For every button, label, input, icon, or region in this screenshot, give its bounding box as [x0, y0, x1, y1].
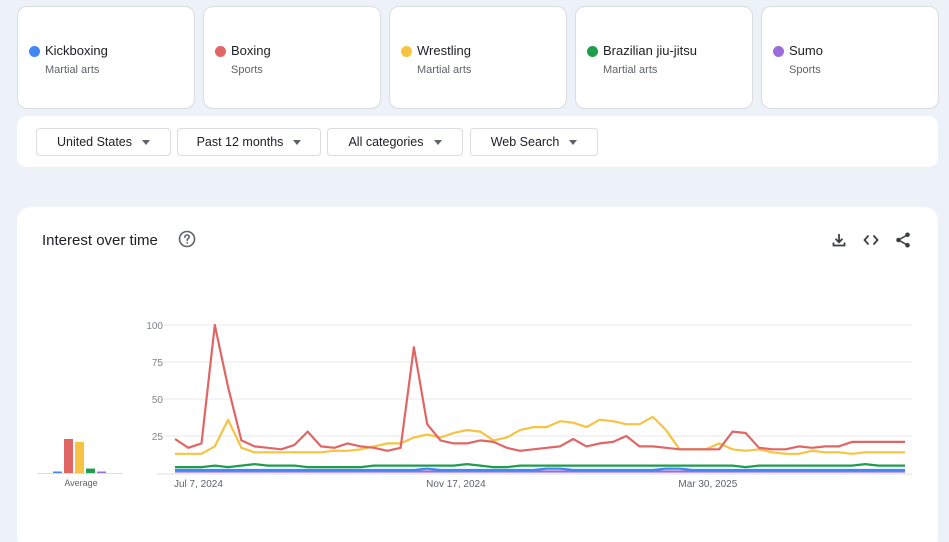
term-category: Martial arts	[603, 64, 658, 76]
term-category: Martial arts	[417, 64, 472, 76]
category-label: All categories	[348, 135, 424, 149]
term-card-kickboxing[interactable]: Kickboxing Martial arts	[17, 6, 195, 109]
x-tick-label: Nov 17, 2024	[426, 479, 486, 490]
help-circle-icon[interactable]	[178, 230, 196, 248]
filter-bar: United States Past 12 months All categor…	[17, 116, 938, 167]
series-line-kickboxing	[175, 467, 905, 472]
term-category: Martial arts	[45, 64, 100, 76]
y-tick-label: 100	[146, 321, 163, 332]
term-color-dot	[215, 46, 226, 57]
period-label: Past 12 months	[196, 135, 284, 149]
interest-chart[interactable]: 25 50 75 100 Jul 7, 2024 Nov 17, 2024 Mar 30, …	[17, 207, 938, 542]
caret-down-icon	[569, 139, 578, 145]
term-name: Kickboxing	[45, 43, 108, 58]
region-label: United States	[56, 135, 133, 149]
caret-down-icon	[293, 139, 302, 145]
term-card-sumo[interactable]: Sumo Sports	[761, 6, 939, 109]
caret-down-icon	[142, 139, 151, 145]
term-name: Wrestling	[417, 43, 471, 58]
average-bar	[75, 441, 84, 473]
x-tick-label: Mar 30, 2025	[678, 479, 737, 490]
y-tick-label: 25	[152, 432, 164, 443]
share-icon[interactable]	[894, 231, 912, 249]
category-dropdown[interactable]: All categories	[327, 128, 463, 156]
term-color-dot	[29, 46, 40, 57]
download-icon[interactable]	[830, 231, 848, 249]
caret-down-icon	[433, 139, 442, 145]
average-bar	[97, 471, 106, 473]
average-label: Average	[64, 478, 97, 488]
average-bar	[64, 438, 73, 473]
term-card-wrestling[interactable]: Wrestling Martial arts	[389, 6, 567, 109]
search-type-dropdown[interactable]: Web Search	[470, 128, 598, 156]
average-bar	[86, 468, 95, 473]
term-color-dot	[401, 46, 412, 57]
search-type-label: Web Search	[490, 135, 560, 149]
term-name: Boxing	[231, 43, 271, 58]
term-card-brazilian-jiu-jitsu[interactable]: Brazilian jiu-jitsu Martial arts	[575, 6, 753, 109]
term-category: Sports	[231, 64, 263, 76]
series-line-brazilian-jiu-jitsu	[175, 463, 905, 469]
series-line-wrestling	[175, 415, 905, 455]
term-cards: Kickboxing Martial arts Boxing Sports Wr…	[17, 6, 939, 109]
y-tick-label: 75	[152, 358, 164, 369]
interest-over-time-card: Interest over time 25 50 75 100 Jul 7, 2024 N…	[17, 207, 938, 542]
series-line-boxing	[174, 323, 905, 452]
term-color-dot	[587, 46, 598, 57]
term-color-dot	[773, 46, 784, 57]
x-tick-label: Jul 7, 2024	[174, 479, 223, 490]
chart-title: Interest over time	[42, 232, 158, 249]
term-category: Sports	[789, 64, 821, 76]
period-dropdown[interactable]: Past 12 months	[177, 128, 321, 156]
region-dropdown[interactable]: United States	[36, 128, 171, 156]
term-name: Brazilian jiu-jitsu	[603, 43, 697, 58]
average-bar	[53, 471, 62, 473]
y-tick-label: 50	[152, 395, 164, 406]
term-name: Sumo	[789, 43, 823, 58]
embed-code-icon[interactable]	[862, 231, 880, 249]
term-card-boxing[interactable]: Boxing Sports	[203, 6, 381, 109]
